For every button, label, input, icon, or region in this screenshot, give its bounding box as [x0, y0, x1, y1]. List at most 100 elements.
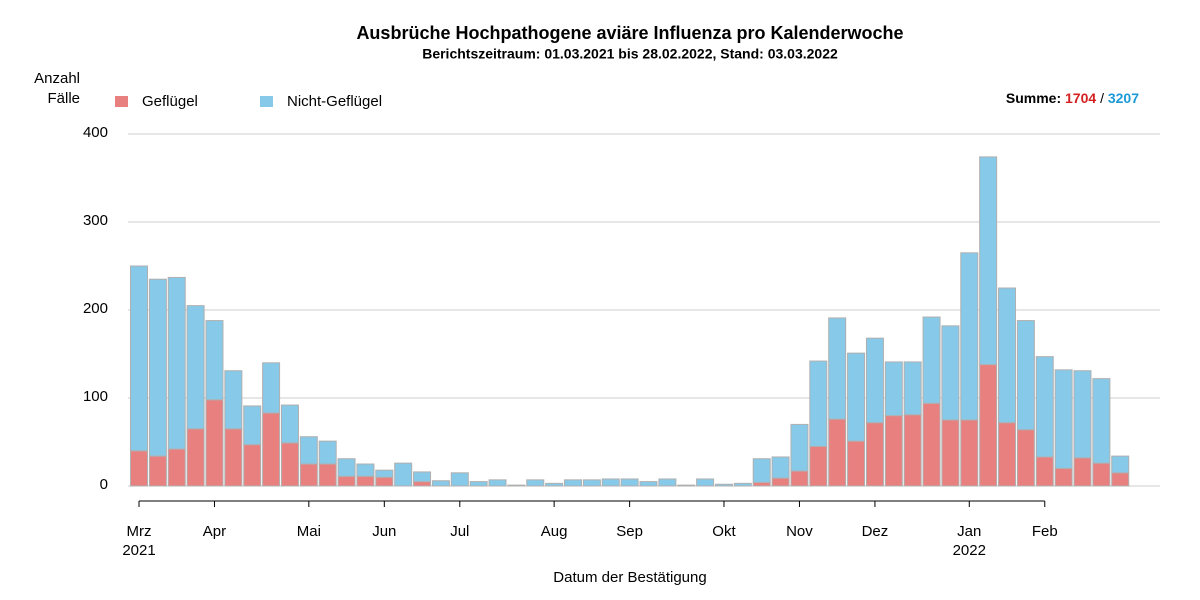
bar-segment [847, 352, 866, 442]
bar-segment [828, 418, 847, 487]
bar-segment [375, 476, 394, 487]
bar-segment [375, 469, 394, 478]
y-tick-label: 0 [100, 476, 108, 493]
bar-segment [186, 428, 205, 487]
x-tick-label: Mrz [127, 523, 152, 540]
bar-segment [809, 360, 828, 447]
bar-segment [564, 479, 583, 487]
bar-segment [356, 463, 375, 477]
x-tick-label: Jun [372, 523, 396, 540]
y-axis-label: Anzahl [34, 70, 80, 87]
bar-segment [431, 480, 450, 487]
bar-segment [243, 405, 262, 446]
bar-segment [1073, 457, 1092, 487]
bar-segment [130, 450, 148, 487]
bar-segment [262, 362, 281, 414]
bar-segment [979, 364, 998, 487]
chart-subtitle: Berichtszeitraum: 01.03.2021 bis 28.02.2… [422, 46, 838, 62]
legend-swatch [260, 96, 273, 107]
bar-segment [979, 156, 998, 366]
legend-swatch [115, 96, 128, 107]
bar-segment [884, 415, 903, 487]
bar-segment [922, 402, 941, 487]
y-tick-label: 300 [83, 212, 108, 229]
bar-segment [1092, 378, 1111, 464]
bar-segment [413, 471, 432, 483]
bar-segment [526, 479, 545, 487]
bar-segment [752, 481, 771, 487]
bar-segment [167, 276, 186, 450]
bar-segment [337, 458, 356, 477]
x-tick-label: Jul [450, 523, 469, 540]
bar-segment [771, 456, 790, 479]
x-tick-label: Aug [541, 523, 568, 540]
summary-total: 3207 [1108, 90, 1139, 106]
bar-segment [884, 361, 903, 417]
bar-segment [733, 482, 752, 487]
bar-segment [280, 404, 299, 444]
chart-title: Ausbrüche Hochpathogene aviäre Influenza… [356, 23, 903, 43]
bar-segment [790, 423, 809, 472]
bar-segment [771, 477, 790, 487]
bar-segment [205, 399, 224, 487]
summary-total: 1704 [1065, 90, 1096, 106]
summary: Summe: 1704 / 3207 [1006, 90, 1139, 106]
bar-segment [337, 475, 356, 487]
bar-segment [545, 482, 564, 487]
x-year-label: 2021 [122, 542, 155, 559]
x-axis-label: Datum der Bestätigung [553, 569, 706, 586]
bar-segment [658, 478, 677, 487]
bar-segment [262, 412, 281, 487]
bar-segment [318, 463, 337, 487]
x-tick-label: Mai [297, 523, 321, 540]
y-tick-label: 400 [83, 124, 108, 141]
bar-segment [280, 442, 299, 487]
bar-segment [243, 444, 262, 487]
bar-segment [677, 484, 696, 487]
bar-segment [488, 479, 507, 487]
bar-segment [130, 265, 148, 452]
bar-segment [903, 361, 922, 416]
x-tick-label: Feb [1032, 523, 1058, 540]
bar-segment [960, 252, 979, 421]
bar-segment [1092, 462, 1111, 487]
bar-segment [394, 462, 413, 487]
x-tick-label: Jan [957, 523, 981, 540]
bar-segment [865, 422, 884, 487]
bar-segment [998, 287, 1017, 424]
bar-segment [148, 455, 167, 487]
bar-segment [507, 484, 526, 487]
bar-segment [998, 422, 1017, 487]
bar-segment [639, 481, 658, 487]
bar-segment [941, 419, 960, 487]
x-tick-label: Nov [786, 523, 813, 540]
legend-label: Nicht-Geflügel [287, 93, 382, 110]
bar-segment [601, 478, 620, 487]
bar-segment [469, 481, 488, 487]
bar-segment [847, 440, 866, 487]
bar-segment [903, 414, 922, 487]
bar-segment [318, 440, 337, 465]
x-year-label: 2022 [953, 542, 986, 559]
x-tick-label: Okt [712, 523, 736, 540]
bar-segment [1111, 472, 1130, 487]
bar-segment [1054, 369, 1073, 469]
bar-segment [413, 481, 432, 487]
bar-segment [865, 337, 884, 424]
bar-segment [1035, 356, 1054, 458]
legend-label: Geflügel [142, 93, 198, 110]
bar-segment [620, 478, 639, 487]
bar-segment [167, 448, 186, 487]
bar-segment [828, 317, 847, 420]
bar-segment [922, 316, 941, 404]
y-axis-label: Fälle [47, 90, 80, 107]
x-tick-label: Sep [616, 523, 643, 540]
x-tick-label: Apr [203, 523, 226, 540]
bar-segment [1054, 467, 1073, 487]
bar-segment [1111, 455, 1130, 474]
bar-segment [186, 305, 205, 430]
bar-segment [299, 463, 318, 487]
bar-segment [356, 475, 375, 487]
bar-segment [790, 470, 809, 487]
